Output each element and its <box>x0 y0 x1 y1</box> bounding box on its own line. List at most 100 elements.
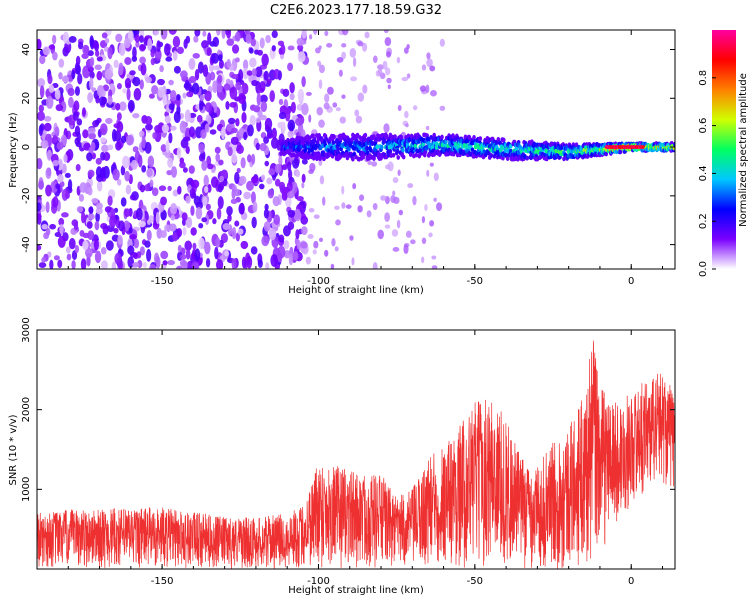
heatmap-cell <box>76 131 81 144</box>
heatmap-cell <box>52 34 57 45</box>
heatmap-cell <box>505 156 510 162</box>
heatmap-cell <box>382 60 388 70</box>
heatmap-cell <box>159 230 167 239</box>
heatmap-cell <box>316 106 323 116</box>
heatmap-cell <box>440 134 444 140</box>
heatmap-cell <box>308 114 312 123</box>
colorbar: 0.0 0.2 0.4 0.6 0.8 Normalized spectral ampl… <box>698 30 749 277</box>
heatmap-cell <box>358 194 365 201</box>
heatmap-cell <box>54 126 60 137</box>
x-tick-label: 0 <box>628 576 634 587</box>
heatmap-cell <box>287 119 296 132</box>
heatmap-cell <box>396 219 401 229</box>
heatmap-cell <box>146 219 152 225</box>
heatmap-cell <box>326 43 333 48</box>
heatmap-cell <box>169 223 177 232</box>
heatmap-cell <box>235 57 240 63</box>
heatmap-cell <box>118 220 125 232</box>
heatmap-cell <box>421 64 427 71</box>
heatmap-cell <box>264 160 270 167</box>
heatmap-cell <box>352 183 357 190</box>
heatmap-cell <box>63 154 68 163</box>
heatmap-cell <box>384 164 391 170</box>
heatmap-cell <box>141 165 147 173</box>
heatmap-cell <box>170 214 176 221</box>
heatmap-cell <box>95 211 100 223</box>
heatmap-cell <box>74 244 80 254</box>
heatmap-cell <box>267 188 274 199</box>
heatmap-cell <box>115 141 122 151</box>
heatmap-panel: -150 -100 -50 0 -40 -20 0 20 40 Height of strai… <box>8 29 676 296</box>
heatmap-cell <box>188 165 195 174</box>
heatmap-cell <box>217 74 223 84</box>
heatmap-cell <box>197 61 204 74</box>
heatmap-cell <box>384 67 391 76</box>
heatmap-cell <box>204 123 210 133</box>
heatmap-cell <box>76 205 84 213</box>
heatmap-cell <box>234 171 240 184</box>
heatmap-cell <box>218 54 223 62</box>
heatmap-cell <box>93 238 99 251</box>
heatmap-cell <box>46 149 53 161</box>
heatmap-cell <box>144 240 151 248</box>
heatmap-cell <box>301 76 306 88</box>
heatmap-cell <box>68 36 77 43</box>
heatmap-cell <box>331 238 336 247</box>
heatmap-cell <box>55 104 64 112</box>
heatmap-cell <box>139 35 144 43</box>
heatmap-cell <box>355 115 363 124</box>
heatmap-cell <box>154 125 162 133</box>
heatmap-cell <box>426 58 433 68</box>
heatmap-cell <box>39 85 45 98</box>
heatmap-cell <box>227 146 233 157</box>
heatmap-cell <box>231 44 240 54</box>
heatmap-cell <box>295 117 303 127</box>
heatmap-cell <box>313 30 318 35</box>
heatmap-cell <box>38 262 47 268</box>
heatmap-cell <box>86 152 93 162</box>
heatmap-cell <box>191 261 200 269</box>
heatmap-cell <box>145 76 152 84</box>
heatmap-cell <box>216 207 222 220</box>
heatmap-cell <box>254 66 263 78</box>
heatmap-cell <box>238 69 244 82</box>
heatmap-cell <box>240 240 249 250</box>
heatmap-cell <box>365 145 369 151</box>
heatmap-cell <box>100 123 108 136</box>
heatmap-cell <box>216 30 221 36</box>
heatmap-cell <box>263 136 270 144</box>
heatmap-cell <box>182 92 187 99</box>
heatmap-cell <box>101 144 109 153</box>
heatmap-cell <box>266 177 273 185</box>
heatmap-cell <box>278 234 285 243</box>
heatmap-cell <box>372 155 376 161</box>
heatmap-cell <box>101 89 106 97</box>
heatmap-cell <box>96 56 103 62</box>
heatmap-cell <box>172 232 178 242</box>
y-tick-label: 2000 <box>21 397 32 422</box>
heatmap-cell <box>161 124 169 134</box>
heatmap-cell <box>431 255 437 260</box>
heatmap-cell <box>264 203 269 211</box>
colorbar-tick-label: 0.2 <box>698 213 709 229</box>
heatmap-cell <box>56 141 64 151</box>
heatmap-cell <box>176 147 182 159</box>
heatmap-cell <box>253 106 261 113</box>
heatmap-cell <box>53 255 60 261</box>
heatmap-cell <box>229 86 238 100</box>
heatmap-cell <box>87 50 94 57</box>
heatmap-cell <box>188 58 196 70</box>
heatmap-cell <box>200 129 207 139</box>
heatmap-cell <box>336 146 340 152</box>
heatmap-cell <box>130 159 138 170</box>
heatmap-cell <box>88 213 95 220</box>
heatmap-cell <box>405 123 409 128</box>
x-tick-label: -50 <box>467 276 483 287</box>
heatmap-cell <box>266 132 273 139</box>
heatmap-cell <box>313 240 319 249</box>
heatmap-cell <box>241 256 247 269</box>
y-tick-label: 20 <box>21 92 32 105</box>
heatmap-cell <box>424 203 428 212</box>
heatmap-cell <box>366 210 372 218</box>
heatmap-cell <box>296 37 304 46</box>
